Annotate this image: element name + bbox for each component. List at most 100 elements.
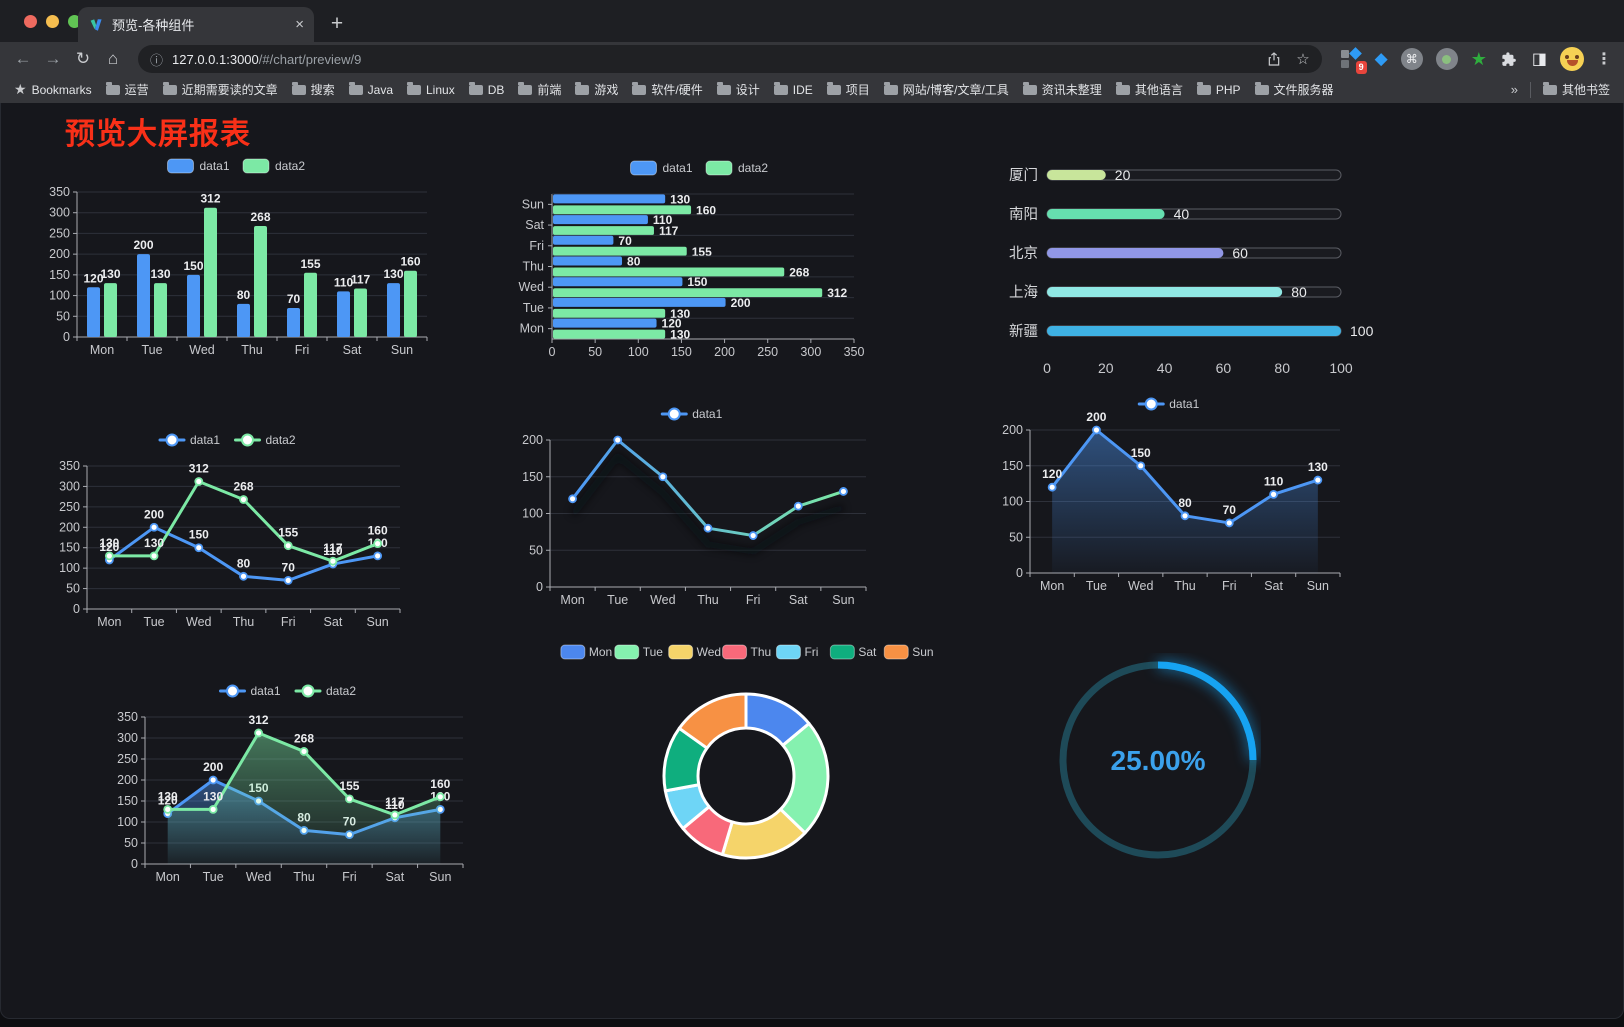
recorder-extension-icon[interactable] (1435, 48, 1458, 70)
maximize-window-button[interactable] (68, 15, 81, 28)
bookmark-folder-label: DB (487, 82, 505, 97)
tab-strip: 预览-各种组件 × + (0, 0, 1624, 42)
svg-text:100: 100 (49, 289, 70, 303)
forward-icon[interactable]: → (44, 49, 62, 68)
browser-tab[interactable]: 预览-各种组件 × (78, 7, 314, 42)
new-tab-button[interactable]: + (330, 12, 344, 35)
site-info-icon[interactable]: ⓘ (150, 52, 164, 68)
bookmark-folder-label: 其他语言 (1134, 83, 1183, 97)
bookmark-folder[interactable]: 文件服务器 (1254, 81, 1334, 98)
bookmark-folder[interactable]: 网站/博客/文章/工具 (883, 81, 1009, 98)
svg-text:data2: data2 (738, 161, 768, 175)
puzzle-extensions-icon[interactable] (1500, 50, 1519, 69)
menu-icon[interactable]: ⋮ (1596, 51, 1612, 68)
bookmark-folder-label: 项目 (845, 83, 870, 97)
url-text[interactable]: 127.0.0.1:3000/#/chart/preview/9 (172, 52, 1262, 67)
svg-text:50: 50 (66, 582, 80, 596)
svg-text:150: 150 (189, 528, 209, 542)
svg-text:50: 50 (124, 836, 138, 850)
two-series-line-chart: data1 data2 0 50 100 150 200 250 300 350 Mon Tue Wed… (41, 424, 416, 634)
bookmark-folder-label: 网站/博客/文章/工具 (902, 83, 1009, 97)
reload-icon[interactable]: ↻ (75, 49, 91, 68)
bookmark-folder-label: Linux (426, 82, 455, 97)
svg-text:130: 130 (383, 267, 403, 281)
svg-text:150: 150 (59, 541, 80, 555)
minimize-window-button[interactable] (46, 15, 59, 28)
svg-text:Thu: Thu (241, 343, 263, 357)
other-bookmarks-folder[interactable]: 其他书签 (1542, 81, 1610, 98)
svg-text:200: 200 (522, 433, 543, 447)
bookmark-folder[interactable]: 设计 (716, 81, 760, 98)
command-extension-icon[interactable]: ⌘ (1400, 48, 1423, 70)
bookmark-folder[interactable]: 项目 (826, 81, 870, 98)
svg-text:110: 110 (653, 213, 673, 227)
close-window-button[interactable] (24, 15, 37, 28)
bookmark-folder[interactable]: 资讯未整理 (1022, 81, 1102, 98)
bookmark-folder-label: PHP (1215, 82, 1241, 97)
svg-text:350: 350 (49, 185, 70, 199)
star-icon: ★ (14, 81, 27, 97)
bookmark-folder[interactable]: Java (348, 81, 393, 97)
bookmark-folder[interactable]: 运营 (105, 81, 149, 98)
svg-text:268: 268 (789, 266, 809, 280)
svg-text:50: 50 (1009, 530, 1023, 544)
horizontal-bar-chart: data1 data2 0 50 100 150 200 250 300 350 Sun 130 160… (504, 152, 896, 364)
bookmark-folder[interactable]: DB (468, 81, 505, 97)
bookmark-folder[interactable]: 近期需要读的文章 (162, 81, 278, 98)
svg-text:350: 350 (59, 459, 80, 473)
bookmark-folder[interactable]: 游戏 (575, 81, 618, 98)
profile-avatar[interactable] (1560, 47, 1584, 71)
svg-text:南阳: 南阳 (1009, 206, 1038, 223)
svg-text:120: 120 (83, 271, 103, 285)
dark-mode-extension-icon[interactable]: ◨ (1531, 51, 1547, 68)
svg-text:130: 130 (203, 789, 223, 803)
svg-text:Thu: Thu (751, 645, 772, 659)
page-content: 预览大屏报表 data1 data2 0 50 100 150 200 250 300 350 Mo… (0, 103, 1624, 1019)
other-bookmarks-label: 其他书签 (1561, 83, 1610, 97)
svg-text:60: 60 (1216, 360, 1232, 376)
svg-text:新疆: 新疆 (1009, 323, 1038, 340)
svg-text:300: 300 (49, 206, 70, 220)
back-icon[interactable]: ← (14, 49, 32, 68)
svg-text:Wed: Wed (189, 343, 215, 357)
bookmark-folder-label: 文件服务器 (1273, 83, 1334, 97)
svg-text:200: 200 (203, 760, 223, 774)
bookmarks-overflow-icon[interactable]: » (1510, 82, 1518, 97)
share-icon[interactable] (1266, 51, 1282, 67)
bookmark-folder[interactable]: 前端 (518, 81, 561, 98)
bookmark-folder-label: 游戏 (594, 83, 619, 97)
svg-text:80: 80 (1274, 360, 1290, 376)
home-icon[interactable]: ⌂ (107, 49, 119, 68)
bookmarks-bar: ★ Bookmarks 运营 近期需要读的文章 搜索 Java Linux DB 前端 游戏 软… (0, 76, 1624, 103)
bookmarks-manager-item[interactable]: ★ Bookmarks (14, 81, 92, 98)
svg-text:130: 130 (144, 536, 164, 550)
bookmark-folder[interactable]: PHP (1196, 81, 1241, 97)
svg-text:268: 268 (250, 210, 270, 224)
svg-text:100: 100 (1329, 360, 1353, 376)
svg-text:Tue: Tue (144, 615, 165, 629)
svg-text:150: 150 (687, 275, 707, 289)
svg-text:117: 117 (659, 224, 679, 238)
tab-close-icon[interactable]: × (295, 16, 304, 33)
gem-extension-icon[interactable]: ◆ (1374, 49, 1388, 68)
svg-text:data1: data1 (663, 161, 693, 175)
svg-text:150: 150 (522, 470, 543, 484)
tab-favicon-icon (88, 17, 104, 33)
svg-text:20: 20 (1098, 360, 1114, 376)
blue-diamond (1348, 47, 1362, 60)
bookmark-star-icon[interactable]: ☆ (1296, 51, 1310, 68)
devtools-extension-icon[interactable]: 9 (1340, 47, 1367, 74)
svg-text:120: 120 (1042, 467, 1062, 481)
bookmark-folder[interactable]: IDE (773, 81, 813, 97)
address-bar[interactable]: ⓘ 127.0.0.1:3000/#/chart/preview/9 ☆ (138, 45, 1322, 73)
svg-text:268: 268 (294, 731, 314, 745)
bookmark-folder[interactable]: 软件/硬件 (632, 81, 703, 98)
tab-title: 预览-各种组件 (112, 18, 195, 33)
green-star-extension-icon[interactable]: ★ (1470, 48, 1487, 69)
svg-text:Sun: Sun (522, 197, 544, 211)
bookmark-folder[interactable]: 其他语言 (1115, 81, 1183, 98)
svg-text:data1: data1 (251, 684, 281, 698)
bookmark-folder[interactable]: Linux (407, 81, 455, 97)
svg-text:Fri: Fri (342, 870, 357, 884)
bookmark-folder[interactable]: 搜索 (291, 81, 335, 98)
